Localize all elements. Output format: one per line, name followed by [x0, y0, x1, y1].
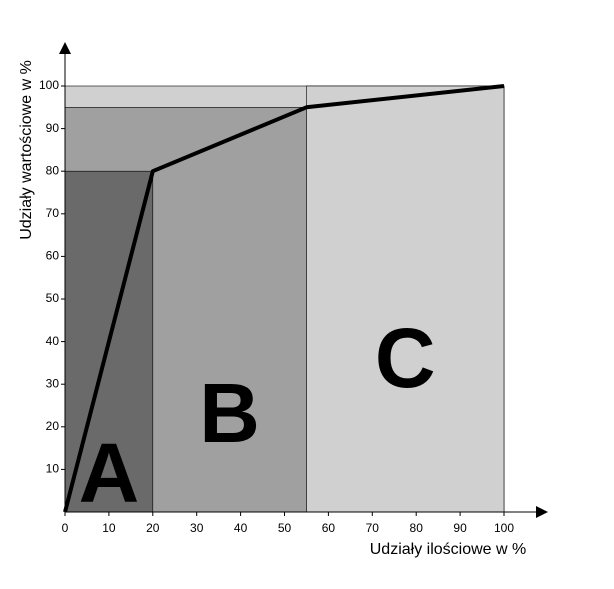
y-tick-label: 70 [46, 206, 60, 220]
x-tick-label: 20 [146, 521, 160, 535]
zone-label: A [79, 426, 140, 520]
y-axis-title: Udziały wartościowe w % [18, 60, 35, 240]
y-tick-label: 50 [46, 291, 60, 305]
y-tick-label: 90 [46, 121, 60, 135]
x-tick-label: 10 [102, 521, 116, 535]
x-tick-label: 70 [366, 521, 380, 535]
zone-label: B [199, 366, 260, 460]
x-tick-label: 40 [234, 521, 248, 535]
x-tick-label: 100 [494, 521, 514, 535]
x-tick-label: 80 [410, 521, 424, 535]
y-tick-label: 10 [46, 462, 60, 476]
x-tick-label: 90 [453, 521, 467, 535]
x-tick-label: 50 [278, 521, 292, 535]
zone [306, 85, 505, 513]
y-tick-label: 60 [46, 249, 60, 263]
zone-label: C [375, 311, 436, 405]
x-tick-label: 60 [322, 521, 336, 535]
x-tick-label: 30 [190, 521, 204, 535]
y-axis-arrow [59, 42, 71, 54]
y-tick-label: 80 [46, 163, 60, 177]
y-tick-label: 30 [46, 376, 60, 390]
x-tick-label: 0 [62, 521, 69, 535]
y-tick-label: 100 [39, 78, 59, 92]
curve [63, 84, 505, 513]
x-axis-title: Udziały ilościowe w % [370, 541, 527, 558]
y-tick-label: 40 [46, 334, 60, 348]
x-axis-arrow [536, 506, 548, 518]
y-tick-label: 20 [46, 419, 60, 433]
